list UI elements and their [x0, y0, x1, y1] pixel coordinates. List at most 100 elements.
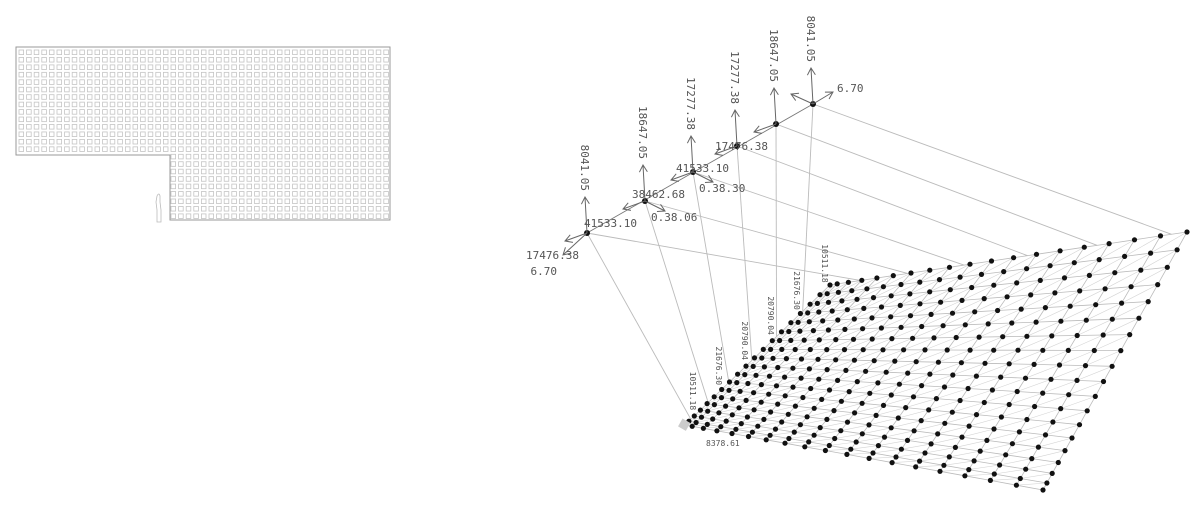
grid-node — [933, 396, 940, 402]
panel — [109, 86, 116, 93]
grid-node — [1109, 316, 1115, 322]
grid-node — [839, 298, 845, 304]
panel — [193, 183, 199, 190]
grid-diagonal — [846, 257, 1014, 455]
panel — [140, 71, 146, 78]
panel — [109, 124, 116, 130]
panel — [284, 86, 290, 93]
panel — [200, 71, 207, 78]
panel — [292, 206, 298, 212]
grid-node — [936, 277, 943, 283]
panel — [147, 101, 154, 108]
panel — [125, 101, 131, 108]
panel — [368, 213, 374, 219]
grid-node — [854, 296, 860, 302]
panel — [383, 57, 389, 63]
panel — [368, 198, 374, 204]
panel — [238, 94, 245, 100]
panel — [18, 71, 24, 78]
panel — [18, 131, 24, 137]
panel — [231, 213, 237, 219]
grid-node — [1083, 317, 1089, 323]
panel — [246, 116, 252, 123]
panel — [94, 109, 100, 115]
panel — [307, 213, 313, 219]
panel — [299, 168, 306, 175]
grid-node — [927, 371, 933, 377]
panel — [246, 138, 252, 145]
panel — [147, 138, 154, 145]
panel — [147, 49, 154, 55]
panel — [79, 101, 85, 108]
panel — [360, 49, 366, 55]
panel — [140, 101, 146, 108]
grid-node — [844, 307, 850, 313]
panel — [223, 176, 230, 182]
panel — [140, 109, 146, 115]
panel — [64, 94, 70, 100]
panel — [261, 161, 268, 167]
panel — [231, 71, 237, 78]
grid-node — [1047, 263, 1053, 269]
panel — [170, 101, 176, 108]
panel — [155, 101, 161, 108]
grid-node — [875, 443, 882, 449]
panel — [162, 79, 169, 85]
grid-node — [1009, 320, 1015, 326]
panel — [299, 191, 306, 197]
panel — [216, 79, 222, 85]
grid-node — [935, 359, 942, 365]
panel — [383, 131, 389, 137]
panel — [246, 109, 252, 115]
panel — [79, 131, 85, 137]
cable-line — [775, 123, 778, 337]
panel — [223, 57, 230, 63]
grid-node — [1022, 375, 1029, 381]
panel — [352, 131, 359, 137]
panel — [314, 57, 321, 63]
panel — [64, 49, 70, 55]
panel — [375, 191, 382, 197]
panel — [269, 86, 275, 93]
force-arrow-icon — [686, 134, 696, 173]
panel — [170, 64, 176, 70]
grid-node — [901, 347, 907, 353]
grid-node — [946, 264, 953, 270]
panel — [307, 131, 313, 137]
grid-node — [1006, 361, 1012, 367]
panel — [79, 57, 85, 63]
panel — [178, 71, 184, 78]
grid-node — [1112, 270, 1118, 276]
grid-node — [1029, 456, 1035, 462]
panel — [352, 176, 359, 182]
panel — [162, 109, 169, 115]
panel — [254, 79, 260, 85]
grid-node — [1037, 277, 1043, 283]
grid-node — [831, 408, 837, 414]
panel — [299, 57, 306, 63]
grid-node — [869, 315, 875, 321]
panel — [231, 176, 237, 182]
panel — [322, 79, 328, 85]
panel — [18, 49, 24, 55]
panel — [216, 146, 222, 152]
panel — [337, 64, 344, 70]
panel — [162, 86, 169, 93]
panel — [49, 94, 55, 100]
grid-node — [1084, 408, 1090, 414]
panel — [238, 57, 245, 63]
panel — [125, 94, 131, 100]
panel — [261, 49, 268, 55]
grid-node — [981, 399, 987, 406]
panel — [170, 71, 176, 78]
grid-node — [749, 429, 756, 435]
panel — [292, 57, 298, 63]
panel — [375, 101, 382, 108]
grid-node — [700, 425, 707, 431]
grid-node — [866, 455, 872, 461]
panel — [140, 124, 146, 130]
panel — [284, 49, 290, 55]
grid-node — [988, 258, 995, 264]
panel — [375, 79, 382, 85]
grid-node — [750, 363, 756, 369]
